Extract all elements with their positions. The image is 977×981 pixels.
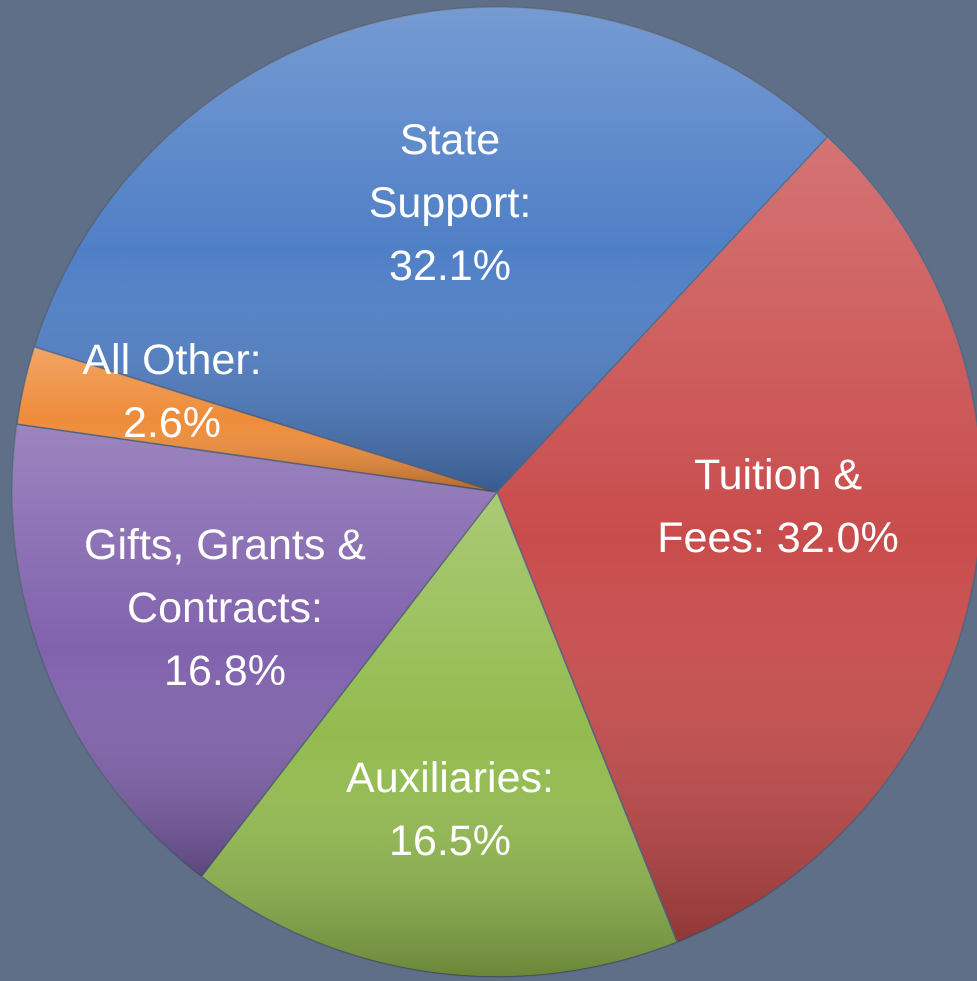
slice-label: State Support: 32.1% xyxy=(350,109,550,298)
category-label: State Support: xyxy=(368,116,532,227)
value-label: 16.8% xyxy=(164,647,286,695)
slice-shade xyxy=(497,137,977,943)
slice-label: Gifts, Grants & Contracts: 16.8% xyxy=(73,514,378,703)
value-label: 32.1% xyxy=(389,242,511,290)
category-label: All Other: xyxy=(82,336,262,384)
value-label: 2.6% xyxy=(122,399,221,447)
slice-shade xyxy=(34,6,828,493)
category-label: Auxiliaries: xyxy=(346,754,554,802)
value-label: 16.5% xyxy=(389,817,511,865)
slice-label: Auxiliaries: 16.5% xyxy=(300,747,600,873)
slice-shade xyxy=(16,346,498,492)
slice-label: Tuition & Fees: 32.0% xyxy=(638,444,918,570)
category-label: Gifts, Grants & Contracts: xyxy=(84,521,366,632)
slice-shade xyxy=(201,492,678,978)
slice-shade xyxy=(12,424,497,877)
slice-label: All Other: 2.6% xyxy=(47,329,297,455)
value-label: 32.0% xyxy=(776,514,899,562)
category-label: Tuition & Fees: xyxy=(657,451,863,562)
